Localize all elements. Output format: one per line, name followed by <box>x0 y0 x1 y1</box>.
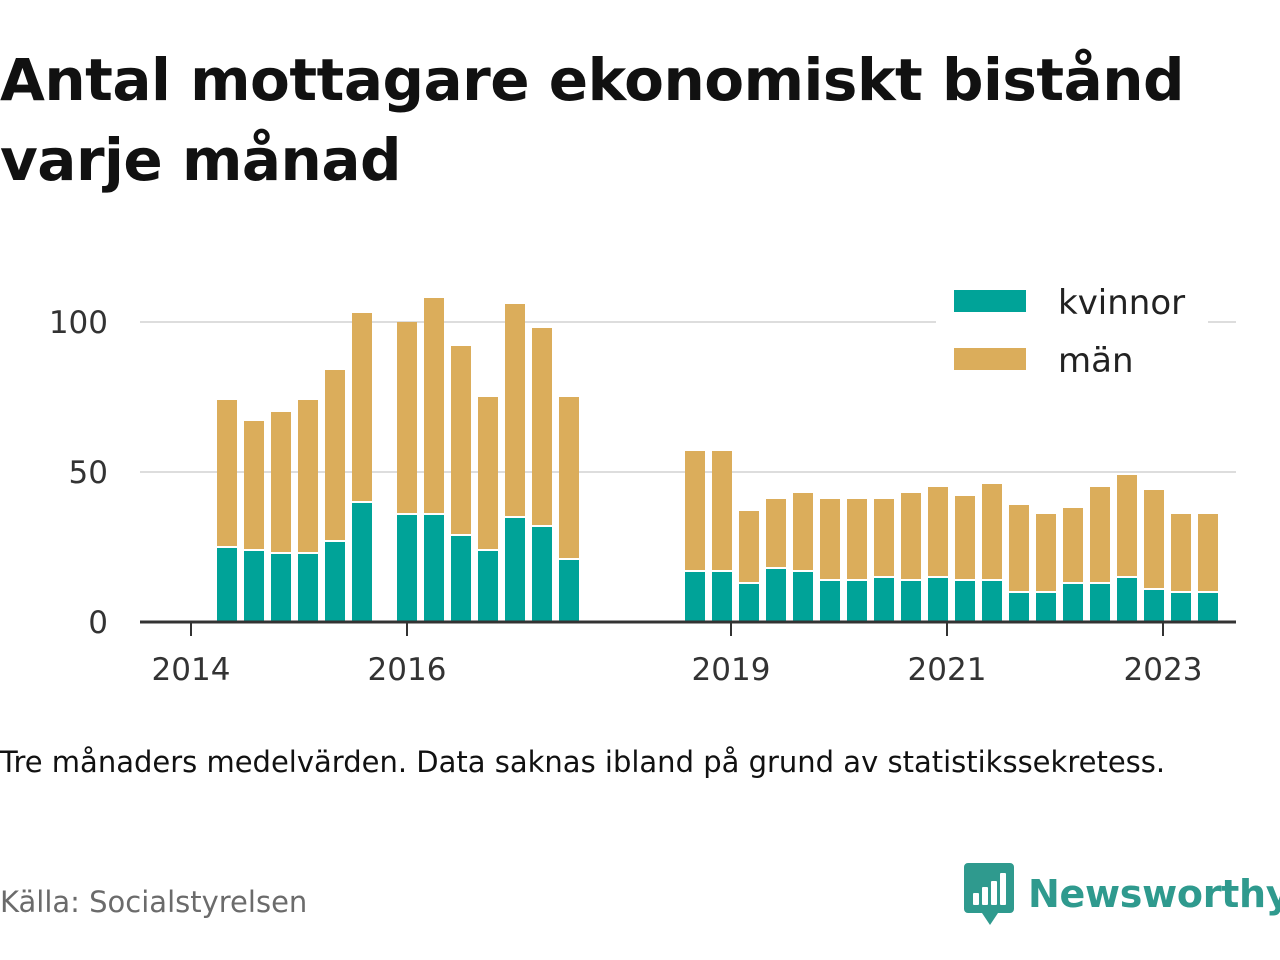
bar-kvinnor <box>955 580 975 622</box>
source-label: Källa: Socialstyrelsen <box>0 885 308 919</box>
legend-label-1: män <box>1058 341 1134 381</box>
bar-man <box>244 421 264 550</box>
chart-note: Tre månaders medelvärden. Data saknas ib… <box>0 745 1166 779</box>
x-tick-label: 2019 <box>692 652 771 688</box>
bar-man <box>901 493 921 580</box>
bar-man <box>397 322 417 514</box>
bar-kvinnor <box>1117 577 1137 622</box>
bar-kvinnor <box>793 571 813 622</box>
bar-man <box>532 328 552 526</box>
bar-kvinnor <box>1063 583 1083 622</box>
bar-man <box>1144 490 1164 589</box>
bar-kvinnor <box>1090 583 1110 622</box>
bar-kvinnor <box>424 514 444 622</box>
bar-man <box>955 496 975 580</box>
bar-man <box>1117 475 1137 577</box>
y-tick-label: 50 <box>69 455 108 491</box>
bar-man <box>1009 505 1029 592</box>
bar-kvinnor <box>451 535 471 622</box>
bar-kvinnor <box>271 553 291 622</box>
x-tick-label: 2014 <box>152 652 231 688</box>
bar-man <box>874 499 894 577</box>
bar-man <box>847 499 867 580</box>
bar-kvinnor <box>712 571 732 622</box>
bar-man <box>1198 514 1218 592</box>
bar-kvinnor <box>739 583 759 622</box>
bar-man <box>478 397 498 550</box>
brand-logo[interactable]: Newsworthy <box>964 862 1280 926</box>
bar-man <box>982 484 1002 580</box>
bar-man <box>325 370 345 541</box>
x-tick-label: 2016 <box>368 652 447 688</box>
bar-kvinnor <box>847 580 867 622</box>
bar-kvinnor <box>298 553 318 622</box>
bar-man <box>685 451 705 571</box>
bar-man <box>1036 514 1056 592</box>
bar-kvinnor <box>217 547 237 622</box>
bar-man <box>766 499 786 568</box>
bar-man <box>1171 514 1191 592</box>
bar-man <box>352 313 372 502</box>
bar-man <box>559 397 579 559</box>
bar-kvinnor <box>901 580 921 622</box>
bar-man <box>424 298 444 514</box>
bar-kvinnor <box>766 568 786 622</box>
bar-man <box>1090 487 1110 583</box>
stacked-bar-chart: 0 50 100 kvinnor män 2014 2016 2019 2021 2023 <box>49 280 1236 688</box>
bar-man <box>712 451 732 571</box>
x-tick-label: 2021 <box>908 652 987 688</box>
y-tick-label: 0 <box>88 605 108 641</box>
bar-kvinnor <box>820 580 840 622</box>
bar-kvinnor <box>505 517 525 622</box>
legend-swatch-0 <box>954 290 1026 312</box>
bar-kvinnor <box>1198 592 1218 622</box>
bar-man <box>928 487 948 577</box>
bar-kvinnor <box>397 514 417 622</box>
bar-kvinnor <box>982 580 1002 622</box>
bar-man <box>271 412 291 553</box>
bar-man <box>793 493 813 571</box>
legend-label-0: kvinnor <box>1058 283 1185 323</box>
bar-kvinnor <box>478 550 498 622</box>
bar-kvinnor <box>1036 592 1056 622</box>
bar-man <box>820 499 840 580</box>
brand-name: Newsworthy <box>1028 872 1280 916</box>
bar-man <box>217 400 237 547</box>
newsworthy-logo-icon <box>964 863 1014 925</box>
bar-man <box>505 304 525 517</box>
bar-man <box>451 346 471 535</box>
bar-kvinnor <box>352 502 372 622</box>
x-tick-label: 2023 <box>1124 652 1203 688</box>
bar-kvinnor <box>1144 589 1164 622</box>
chart-title: Antal mottagare ekonomiskt bistånd varje… <box>0 46 1185 194</box>
bar-kvinnor <box>244 550 264 622</box>
bar-kvinnor <box>1009 592 1029 622</box>
bar-kvinnor <box>874 577 894 622</box>
y-tick-label: 100 <box>49 305 108 341</box>
legend-swatch-1 <box>954 348 1026 370</box>
bar-kvinnor <box>559 559 579 622</box>
bar-kvinnor <box>532 526 552 622</box>
bar-man <box>739 511 759 583</box>
bar-man <box>298 400 318 553</box>
bar-kvinnor <box>928 577 948 622</box>
bar-kvinnor <box>1171 592 1191 622</box>
bar-man <box>1063 508 1083 583</box>
bar-kvinnor <box>685 571 705 622</box>
bar-kvinnor <box>325 541 345 622</box>
